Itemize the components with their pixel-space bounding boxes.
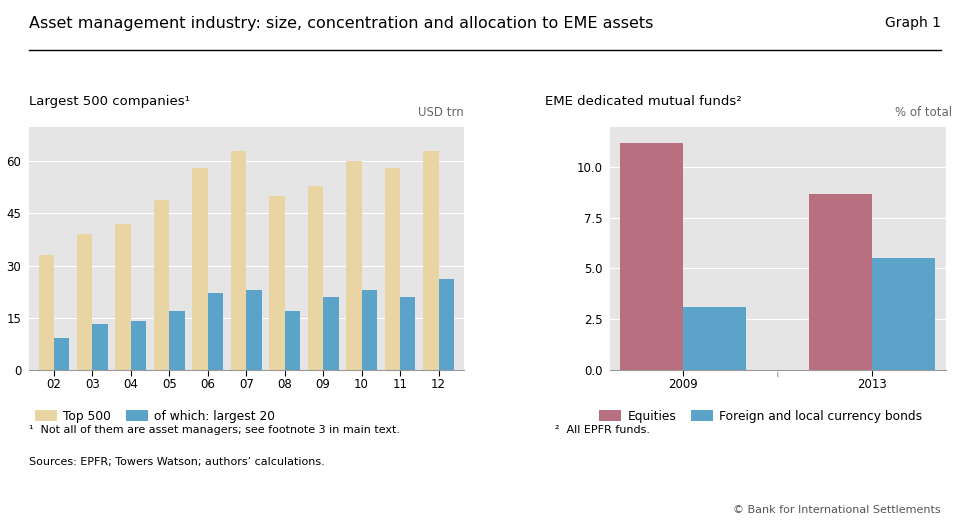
Bar — [231, 151, 246, 370]
Text: EME dedicated mutual funds²: EME dedicated mutual funds² — [545, 95, 742, 108]
Bar — [423, 151, 438, 370]
Bar — [385, 168, 400, 370]
Bar — [246, 290, 262, 370]
Bar — [438, 279, 454, 370]
Text: ¹  Not all of them are asset managers; see footnote 3 in main text.: ¹ Not all of them are asset managers; se… — [29, 425, 400, 435]
Bar — [192, 168, 207, 370]
Bar — [285, 310, 300, 370]
Bar — [346, 162, 362, 370]
Text: Largest 500 companies¹: Largest 500 companies¹ — [29, 95, 190, 108]
Bar — [131, 321, 147, 370]
Bar — [269, 196, 285, 370]
Bar — [323, 297, 339, 370]
Bar — [154, 200, 169, 370]
Bar — [207, 293, 223, 370]
Bar — [400, 297, 416, 370]
Bar — [362, 290, 377, 370]
Bar — [116, 224, 131, 370]
Text: Sources: EPFR; Towers Watson; authors’ calculations.: Sources: EPFR; Towers Watson; authors’ c… — [29, 457, 324, 467]
Bar — [872, 258, 935, 370]
Bar — [93, 325, 108, 370]
Text: Graph 1: Graph 1 — [885, 16, 941, 30]
Text: % of total: % of total — [896, 107, 952, 119]
Bar — [54, 338, 69, 370]
Legend: Equities, Foreign and local currency bonds: Equities, Foreign and local currency bon… — [599, 410, 923, 423]
Bar — [810, 193, 872, 370]
Text: ²  All EPFR funds.: ² All EPFR funds. — [555, 425, 649, 435]
Legend: Top 500, of which: largest 20: Top 500, of which: largest 20 — [35, 410, 275, 423]
Bar — [169, 310, 184, 370]
Bar — [620, 143, 683, 370]
Text: © Bank for International Settlements: © Bank for International Settlements — [733, 505, 941, 515]
Bar — [39, 255, 54, 370]
Bar — [683, 307, 746, 370]
Bar — [308, 186, 323, 370]
Text: Asset management industry: size, concentration and allocation to EME assets: Asset management industry: size, concent… — [29, 16, 653, 31]
Bar — [77, 234, 93, 370]
Text: USD trn: USD trn — [418, 107, 463, 119]
